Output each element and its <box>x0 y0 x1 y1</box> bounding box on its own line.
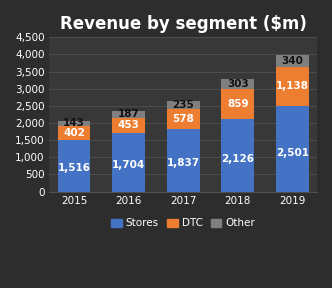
Text: 402: 402 <box>63 128 85 138</box>
Bar <box>221 89 254 119</box>
Bar <box>276 55 309 67</box>
Bar <box>167 128 200 192</box>
Bar <box>276 67 309 106</box>
Text: 1,704: 1,704 <box>112 160 145 170</box>
Bar <box>112 133 145 192</box>
Text: 1,837: 1,837 <box>167 158 200 168</box>
Text: 578: 578 <box>172 114 194 124</box>
Bar <box>221 119 254 192</box>
Text: 1,516: 1,516 <box>57 163 91 173</box>
Bar <box>167 101 200 109</box>
Text: 453: 453 <box>118 120 139 130</box>
Bar <box>58 140 90 192</box>
Text: 143: 143 <box>63 118 85 128</box>
Text: 859: 859 <box>227 99 249 109</box>
Text: 187: 187 <box>118 109 139 120</box>
Bar <box>167 109 200 128</box>
Text: 2,126: 2,126 <box>221 154 254 164</box>
Text: 340: 340 <box>282 56 303 66</box>
Legend: Stores, DTC, Other: Stores, DTC, Other <box>107 214 260 233</box>
Text: 2,501: 2,501 <box>276 148 309 158</box>
Text: 1,138: 1,138 <box>276 81 309 91</box>
Text: 235: 235 <box>172 100 194 110</box>
Bar <box>58 121 90 126</box>
Bar <box>112 111 145 118</box>
Text: 303: 303 <box>227 79 249 89</box>
Bar <box>276 106 309 192</box>
Bar <box>58 126 90 140</box>
Bar <box>112 118 145 133</box>
Bar <box>221 79 254 89</box>
Title: Revenue by segment ($m): Revenue by segment ($m) <box>60 15 307 33</box>
